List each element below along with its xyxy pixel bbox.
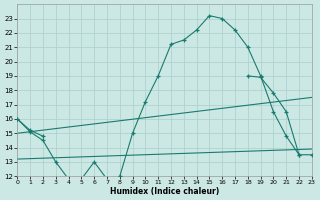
X-axis label: Humidex (Indice chaleur): Humidex (Indice chaleur) xyxy=(110,187,219,196)
